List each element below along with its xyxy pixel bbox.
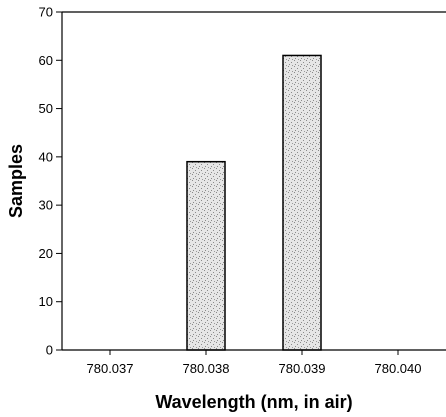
y-tick-label: 50 (39, 101, 53, 116)
y-tick-label: 70 (39, 5, 53, 20)
y-tick-label: 30 (39, 198, 53, 213)
x-axis-ticks: 780.037 780.038 780.039 780.040 (87, 350, 422, 376)
y-tick-label: 10 (39, 294, 53, 309)
x-tick-label: 780.038 (183, 361, 230, 376)
plot-frame (61, 11, 446, 351)
x-axis-title: Wavelength (nm, in air) (155, 392, 352, 412)
x-tick-label: 780.040 (375, 361, 422, 376)
bars (186, 54, 322, 351)
x-tick-label: 780.037 (87, 361, 134, 376)
bar-780.039 (282, 54, 322, 351)
y-axis-title: Samples (6, 144, 26, 218)
bar-780.038 (186, 160, 226, 351)
x-tick-label: 780.039 (279, 361, 326, 376)
y-tick-label: 40 (39, 149, 53, 164)
y-tick-label: 60 (39, 53, 53, 68)
y-axis-ticks: 0 10 20 30 40 50 60 70 (39, 5, 62, 358)
y-tick-label: 0 (46, 343, 53, 358)
y-tick-label: 20 (39, 246, 53, 261)
